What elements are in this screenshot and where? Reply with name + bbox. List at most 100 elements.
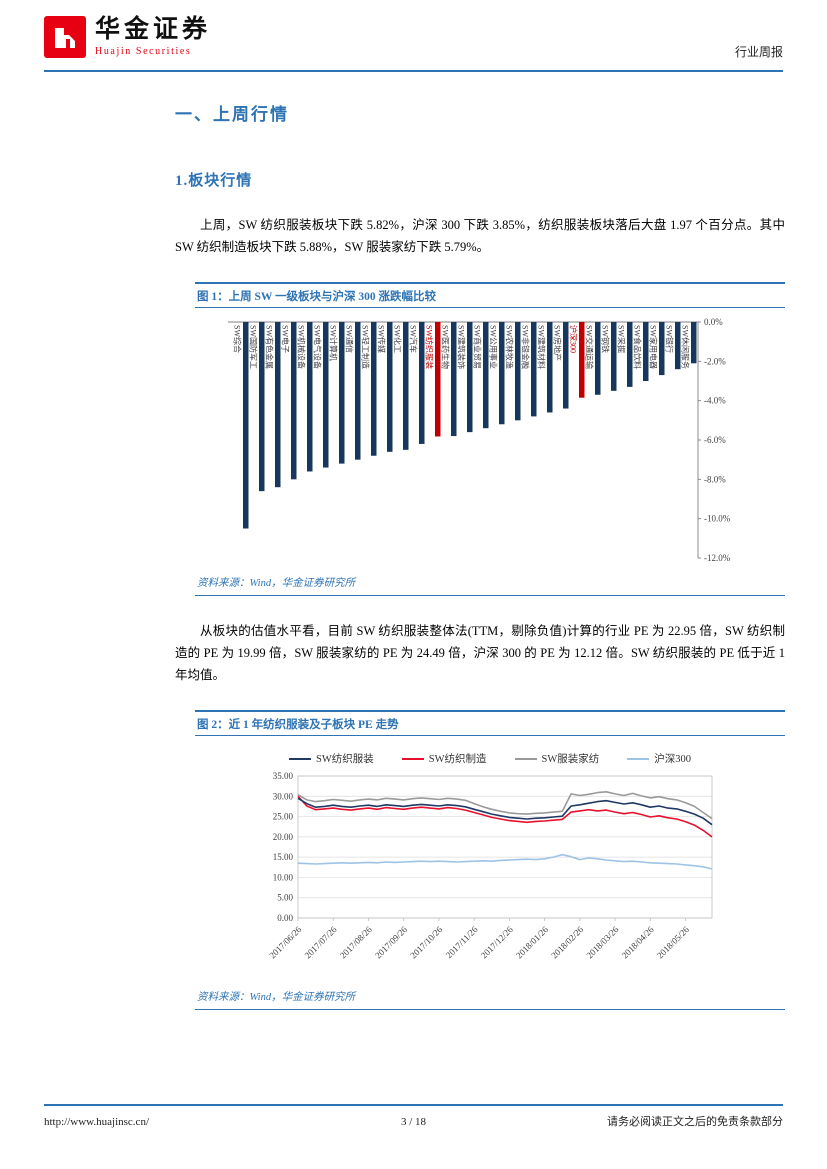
bar-category-label: SW钢铁 bbox=[601, 325, 611, 353]
bar bbox=[627, 322, 633, 387]
bar-category-label: SW电气设备 bbox=[313, 325, 323, 369]
bar-category-label: SW银行 bbox=[665, 325, 675, 353]
header-divider bbox=[44, 70, 783, 72]
subsection-title: 1.板块行情 bbox=[175, 173, 253, 189]
legend-item-SW纺织制造: SW纺织制造 bbox=[401, 751, 487, 766]
svg-text:35.00: 35.00 bbox=[273, 771, 294, 781]
bar-category-label: SW国防军工 bbox=[249, 325, 259, 369]
bar-category-label: SW计算机 bbox=[329, 325, 339, 361]
bar-category-label: SW有色金属 bbox=[265, 325, 275, 369]
header: 华金证券 Huajin Securities 行业周报 bbox=[44, 16, 783, 64]
figure-2-source: 资料来源：Wind，华金证券研究所 bbox=[197, 992, 356, 1003]
series-SW纺织服装 bbox=[297, 797, 713, 826]
bar bbox=[451, 322, 457, 437]
bar-category-label: SW休闲服务 bbox=[681, 325, 691, 369]
huajin-logo-icon bbox=[44, 16, 86, 58]
x-axis-date-label: 2017/06/26 bbox=[267, 924, 303, 960]
bar bbox=[243, 322, 249, 529]
bar bbox=[563, 322, 569, 409]
svg-text:30.00: 30.00 bbox=[273, 791, 294, 801]
bar bbox=[483, 322, 489, 429]
x-axis-date-label: 2018/02/26 bbox=[549, 924, 585, 960]
bar bbox=[307, 322, 313, 472]
brand-name-cn: 华金证券 bbox=[95, 16, 212, 43]
bar-category-label: SW通信 bbox=[345, 325, 355, 353]
figure-2-caption: 图 2：近 1 年纺织服装及子板块 PE 走势 bbox=[195, 712, 785, 736]
bar-category-label: SW建筑材料 bbox=[537, 325, 547, 369]
bar-category-label: SW医药生物 bbox=[441, 325, 451, 369]
bar bbox=[531, 322, 537, 417]
figure-2-chart: SW纺织服装 SW纺织制造 SW服装家纺 沪深300 0.00 5.00 10.00 15.… bbox=[195, 736, 785, 986]
series-SW服装家纺 bbox=[297, 790, 713, 820]
line-chart-legend: SW纺织服装 SW纺织制造 SW服装家纺 沪深300 bbox=[195, 742, 785, 768]
bar-category-label: SW纺织服装 bbox=[425, 325, 435, 369]
footer-url: http://www.huajinsc.cn/ bbox=[44, 1116, 149, 1128]
legend-label: 沪深300 bbox=[654, 754, 691, 765]
bar bbox=[579, 322, 585, 398]
bar-category-label: SW综合 bbox=[233, 325, 243, 353]
x-axis-date-label: 2018/04/26 bbox=[620, 924, 656, 960]
figure-1: 图 1：上周 SW 一级板块与沪深 300 涨跌幅比较 0.0% -2.0% -4.… bbox=[195, 282, 785, 596]
legend-label: SW服装家纺 bbox=[541, 754, 600, 765]
bar bbox=[259, 322, 265, 492]
bar bbox=[611, 322, 617, 391]
svg-text:5.00: 5.00 bbox=[277, 893, 293, 903]
bar-category-label: SW化工 bbox=[393, 325, 403, 353]
bar-chart: 0.0% -2.0% -4.0% -6.0% -8.0% -10.0% -12.0% SW综合… bbox=[228, 317, 731, 563]
bar bbox=[675, 322, 681, 370]
bar bbox=[467, 322, 473, 433]
bar bbox=[419, 322, 425, 444]
svg-text:-6.0%: -6.0% bbox=[704, 435, 726, 445]
figure-1-chart: 0.0% -2.0% -4.0% -6.0% -8.0% -10.0% -12.0% SW综合… bbox=[195, 308, 785, 572]
brand-name-en: Huajin Securities bbox=[95, 45, 192, 57]
series-沪深300 bbox=[297, 853, 713, 870]
legend-swatch-icon bbox=[289, 757, 311, 760]
x-axis-date-label: 2018/03/26 bbox=[584, 924, 620, 960]
x-axis-date-label: 2018/01/26 bbox=[514, 924, 550, 960]
x-axis-date-label: 2018/05/26 bbox=[655, 924, 691, 960]
legend-swatch-icon bbox=[401, 757, 424, 760]
svg-text:20.00: 20.00 bbox=[273, 832, 294, 842]
bar-category-label: SW传媒 bbox=[377, 325, 387, 353]
x-axis-date-label: 2017/09/26 bbox=[373, 924, 409, 960]
paragraph-valuation: 从板块的估值水平看，目前 SW 纺织服装整体法(TTM，剔除负值)计算的行业 P… bbox=[175, 624, 785, 682]
svg-text:10.00: 10.00 bbox=[273, 872, 294, 882]
bar bbox=[595, 322, 601, 395]
bar-category-label: SW汽车 bbox=[409, 325, 419, 353]
bar bbox=[371, 322, 377, 456]
legend-item-SW纺织服装: SW纺织服装 bbox=[289, 751, 374, 766]
legend-label: SW纺织制造 bbox=[428, 754, 487, 765]
section-title: 一、上周行情 bbox=[175, 105, 289, 124]
x-axis-date-label: 2017/10/26 bbox=[408, 924, 444, 960]
bar bbox=[387, 322, 393, 452]
legend-label: SW纺织服装 bbox=[316, 754, 374, 765]
bar-category-label: SW非银金融 bbox=[521, 325, 531, 369]
footer: http://www.huajinsc.cn/ 3 / 18 请务必阅读正文之后… bbox=[44, 1104, 783, 1129]
bar-category-label: SW轻工制造 bbox=[361, 325, 371, 369]
x-axis-date-label: 2017/12/26 bbox=[479, 924, 515, 960]
main-content: 一、上周行情 1.板块行情 上周，SW 纺织服装板块下跌 5.82%，沪深 30… bbox=[175, 86, 785, 1010]
bar bbox=[547, 322, 553, 413]
bar bbox=[275, 322, 281, 488]
bar bbox=[403, 322, 409, 450]
bar bbox=[499, 322, 505, 425]
svg-text:0.00: 0.00 bbox=[277, 913, 293, 923]
legend-item-沪深300: 沪深300 bbox=[627, 751, 691, 766]
svg-text:-8.0%: -8.0% bbox=[704, 474, 726, 484]
svg-text:0.0%: 0.0% bbox=[704, 317, 723, 327]
bar bbox=[339, 322, 345, 464]
bar-category-label: SW家用电器 bbox=[649, 325, 659, 369]
bar-category-label: SW房地产 bbox=[553, 325, 563, 361]
bar bbox=[691, 322, 697, 364]
series-SW纺织制造 bbox=[297, 795, 713, 838]
bar bbox=[659, 322, 665, 376]
figure-1-caption: 图 1：上周 SW 一级板块与沪深 300 涨跌幅比较 bbox=[195, 284, 785, 308]
bar bbox=[323, 322, 329, 468]
legend-swatch-icon bbox=[627, 757, 650, 760]
bar-category-label: SW交通运输 bbox=[585, 325, 595, 369]
bar-category-label: SW食品饮料 bbox=[633, 325, 643, 369]
svg-text:-12.0%: -12.0% bbox=[704, 553, 731, 563]
bar bbox=[291, 322, 297, 480]
figure-2: 图 2：近 1 年纺织服装及子板块 PE 走势 SW纺织服装 SW纺织制造 SW服装… bbox=[195, 710, 785, 1010]
